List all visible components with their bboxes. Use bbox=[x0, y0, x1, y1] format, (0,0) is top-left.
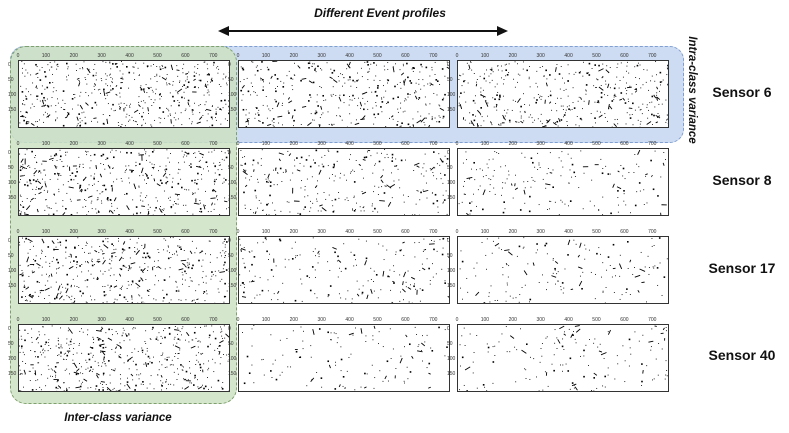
plot-y-tick: 0 bbox=[447, 150, 450, 156]
plot-y-tick: 100 bbox=[228, 268, 237, 274]
plot-y-tick: 100 bbox=[447, 92, 456, 98]
plot-y-tick: 150 bbox=[8, 283, 17, 289]
plot-y-tick: 50 bbox=[447, 165, 453, 171]
plot-y-tick: 50 bbox=[228, 165, 234, 171]
plot-y-tick: 0 bbox=[8, 150, 11, 156]
plot-y-tick: 0 bbox=[228, 150, 231, 156]
event-raster-plot bbox=[18, 236, 230, 304]
plot-y-tick: 150 bbox=[8, 371, 17, 377]
plot-y-tick: 100 bbox=[8, 356, 17, 362]
plot-y-tick: 100 bbox=[8, 180, 17, 186]
plot-y-tick: 50 bbox=[228, 341, 234, 347]
plot-y-tick: 100 bbox=[228, 92, 237, 98]
plot-y-tick: 150 bbox=[228, 371, 237, 377]
plot-y-tick: 0 bbox=[8, 326, 11, 332]
plot-y-tick: 0 bbox=[447, 62, 450, 68]
plot-y-tick: 0 bbox=[447, 238, 450, 244]
plot-y-tick: 50 bbox=[447, 341, 453, 347]
plot-y-tick: 50 bbox=[8, 341, 14, 347]
event-raster-plot bbox=[238, 236, 450, 304]
plot-y-tick: 0 bbox=[228, 326, 231, 332]
event-raster-plot bbox=[18, 148, 230, 216]
plot-y-tick: 0 bbox=[447, 326, 450, 332]
sensor-label-40: Sensor 40 bbox=[708, 347, 776, 363]
plot-y-tick: 50 bbox=[447, 77, 453, 83]
sensor-label-8: Sensor 8 bbox=[712, 172, 772, 188]
plot-y-tick: 100 bbox=[447, 180, 456, 186]
sensor-label-6: Sensor 6 bbox=[712, 84, 772, 100]
inter-class-label: Inter-class variance bbox=[64, 412, 172, 424]
event-raster-plot bbox=[457, 148, 669, 216]
plot-y-tick: 150 bbox=[447, 283, 456, 289]
plot-y-tick: 100 bbox=[447, 356, 456, 362]
plot-y-tick: 0 bbox=[228, 62, 231, 68]
plot-y-tick: 100 bbox=[8, 268, 17, 274]
plot-y-tick: 100 bbox=[8, 92, 17, 98]
plot-y-tick: 150 bbox=[8, 195, 17, 201]
plot-y-tick: 50 bbox=[8, 253, 14, 259]
plot-y-tick: 100 bbox=[228, 356, 237, 362]
plot-y-tick: 150 bbox=[8, 107, 17, 113]
plot-y-tick: 150 bbox=[447, 371, 456, 377]
event-raster-plot bbox=[457, 324, 669, 392]
event-raster-plot bbox=[457, 236, 669, 304]
double-arrow-icon bbox=[218, 26, 508, 36]
plot-y-tick: 100 bbox=[228, 180, 237, 186]
plot-y-tick: 150 bbox=[447, 195, 456, 201]
plot-y-tick: 50 bbox=[447, 253, 453, 259]
sensor-label-17: Sensor 17 bbox=[708, 260, 776, 276]
plot-y-tick: 50 bbox=[8, 165, 14, 171]
event-raster-plot bbox=[18, 324, 230, 392]
plot-y-tick: 0 bbox=[228, 238, 231, 244]
plot-y-tick: 50 bbox=[228, 253, 234, 259]
plot-y-tick: 50 bbox=[228, 77, 234, 83]
plot-y-tick: 150 bbox=[228, 107, 237, 113]
event-raster-plot bbox=[238, 60, 450, 128]
diagram-title: Different Event profiles bbox=[314, 6, 446, 20]
event-raster-plot bbox=[457, 60, 669, 128]
plot-y-tick: 100 bbox=[447, 268, 456, 274]
plot-y-tick: 150 bbox=[447, 107, 456, 113]
plot-y-tick: 150 bbox=[228, 283, 237, 289]
event-raster-plot bbox=[18, 60, 230, 128]
plot-y-tick: 150 bbox=[228, 195, 237, 201]
event-raster-plot bbox=[238, 324, 450, 392]
plot-y-tick: 0 bbox=[8, 238, 11, 244]
plot-y-tick: 0 bbox=[8, 62, 11, 68]
event-raster-plot bbox=[238, 148, 450, 216]
plot-y-tick: 50 bbox=[8, 77, 14, 83]
